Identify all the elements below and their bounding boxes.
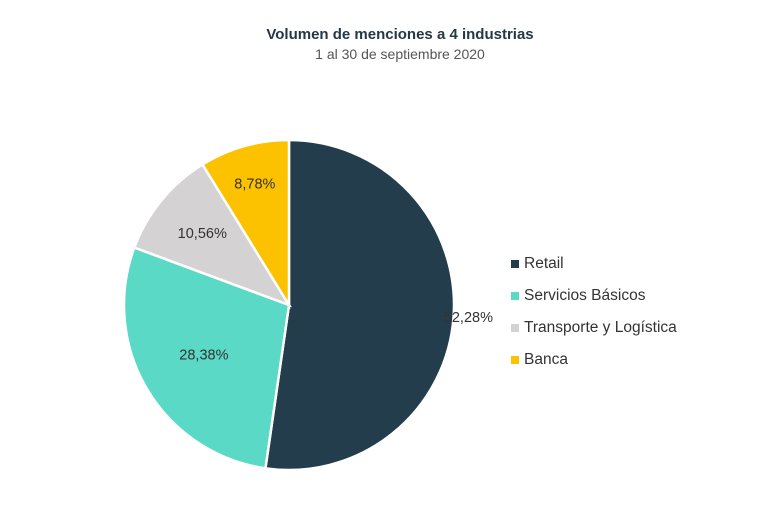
pie-slice-transporte-logistica[interactable]	[132, 162, 292, 308]
legend-swatch-banca	[511, 356, 519, 364]
data-label-servicios-basicos: 28,38%	[179, 348, 228, 364]
pie-slice-servicios-basicos[interactable]	[122, 245, 291, 470]
legend-item-transporte-logistica[interactable]: Transporte y Logística	[511, 312, 677, 344]
data-label-retail: 52,28%	[444, 310, 493, 326]
legend-swatch-retail	[511, 260, 519, 268]
legend-label-banca: Banca	[524, 351, 568, 368]
legend-item-retail[interactable]: Retail	[511, 248, 677, 280]
data-label-banca: 8,78%	[234, 176, 275, 192]
legend-label-retail: Retail	[524, 255, 564, 272]
data-label-transporte-logistica: 10,56%	[178, 226, 227, 242]
pie-slice-retail[interactable]	[264, 138, 456, 472]
legend-item-servicios-basicos[interactable]: Servicios Básicos	[511, 280, 677, 312]
chart-subtitle: 1 al 30 de septiembre 2020	[315, 46, 485, 62]
legend-swatch-transporte-logistica	[511, 324, 519, 332]
pie-slice-banca[interactable]	[200, 138, 291, 310]
chart-title: Volumen de menciones a 4 industrias	[266, 26, 534, 43]
legend-swatch-servicios-basicos	[511, 292, 519, 300]
legend-label-transporte-logistica: Transporte y Logística	[524, 319, 677, 336]
legend-label-servicios-basicos: Servicios Básicos	[524, 287, 646, 304]
legend-item-banca[interactable]: Banca	[511, 344, 677, 376]
chart-legend: Retail Servicios Básicos Transporte y Lo…	[511, 248, 677, 376]
